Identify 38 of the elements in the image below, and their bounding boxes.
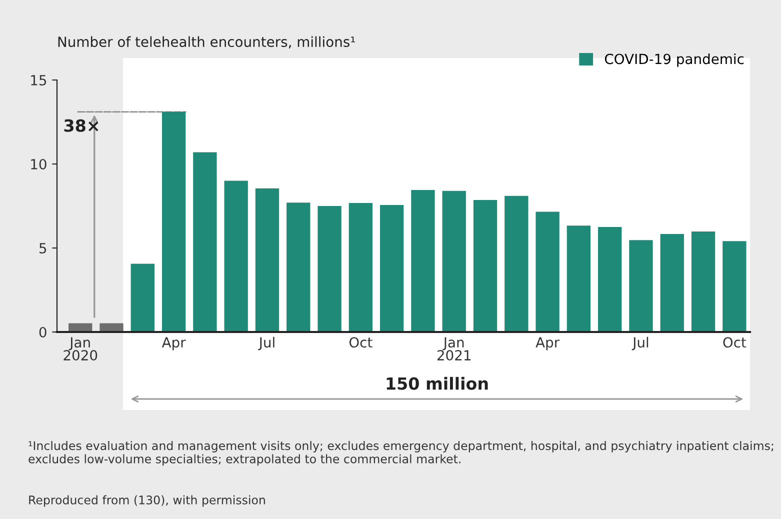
y-tick-label: 0 xyxy=(39,326,46,338)
text: 150 million xyxy=(386,376,488,390)
x-tick-label: Oct xyxy=(349,337,372,348)
annotation: 38× xyxy=(64,119,98,132)
bar xyxy=(722,241,746,332)
legend-label: COVID-19 pandemic xyxy=(604,53,744,67)
bar xyxy=(536,212,560,332)
y-tick-label: 5 xyxy=(40,243,46,254)
bar xyxy=(504,196,528,332)
bar xyxy=(380,204,404,332)
x-tick-label: Apr xyxy=(536,337,560,350)
text: Reproduced from (130), with permission xyxy=(29,495,265,507)
bar xyxy=(629,240,653,332)
bar xyxy=(162,112,186,332)
bar xyxy=(442,190,466,332)
x-tick-label: Jan 2021 xyxy=(437,337,471,361)
bar xyxy=(473,200,498,332)
x-tick-label: Oct xyxy=(723,337,746,348)
bar xyxy=(566,226,591,332)
bar xyxy=(598,227,622,332)
x-tick-label: Jan 2020 xyxy=(64,337,98,361)
x-tick-label: Jul xyxy=(258,336,274,350)
y-tick-label: 15 xyxy=(31,75,46,86)
bar xyxy=(193,152,217,332)
x-tick-label: Jul xyxy=(632,336,648,350)
bar xyxy=(660,234,684,332)
bar xyxy=(691,232,716,332)
text: ¹Includes evaluation and management visits only; excludes emergency department, hospital, and psychiatry inpatient claims; excludes low-volume specialties; extrapolated to the commercial market. xyxy=(28,441,774,466)
bar xyxy=(130,264,154,332)
bar xyxy=(224,180,248,332)
bar xyxy=(255,188,280,332)
y-tick-label: 10 xyxy=(31,158,46,170)
x-tick-label: Apr xyxy=(162,337,186,350)
bar xyxy=(411,190,435,332)
bar xyxy=(348,202,373,332)
bar xyxy=(286,202,310,332)
bar xyxy=(318,206,342,332)
y-axis-title: Number of telehealth encounters, millions¹ xyxy=(58,36,355,48)
